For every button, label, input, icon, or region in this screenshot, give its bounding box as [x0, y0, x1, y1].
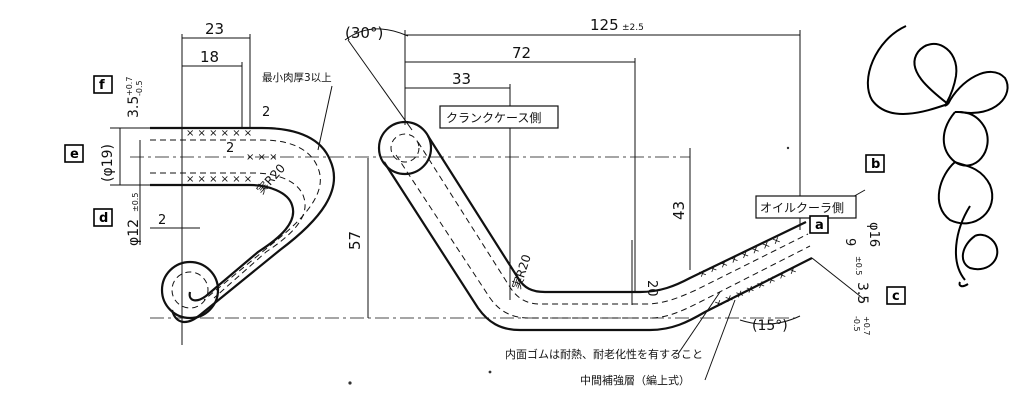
- dimension-text: 125 ±2.5 72 33 (30°) 23 18 最小肉厚3以上 2 2 2…: [100, 16, 881, 335]
- dim-2-top: 2: [262, 105, 270, 120]
- svg-text:× × × × × ×: × × × × × ×: [186, 174, 252, 185]
- right-hose: × × × × × × × × × × × × × × × ×: [377, 120, 813, 332]
- note-middle-layer: 中間補強層（編上式）: [580, 373, 690, 387]
- svg-text:× × × × × ×: × × × × × ×: [186, 128, 252, 139]
- dim-20: 20: [644, 280, 659, 297]
- svg-text:c: c: [892, 289, 900, 304]
- dim-left-3-5: 3.5: [126, 96, 142, 118]
- note-min-thickness: 最小肉厚3以上: [262, 71, 332, 84]
- dim-left-3-5-tol-lower: -0.5: [135, 80, 144, 96]
- dim-2-mid: 2: [226, 141, 234, 156]
- svg-text:b: b: [871, 157, 880, 172]
- dim-right-3-5: 3.5: [854, 282, 870, 304]
- dim-angle-30: (30°): [345, 24, 383, 42]
- tag-c: c: [886, 286, 906, 305]
- svg-text:a: a: [815, 218, 824, 233]
- tag-b: b: [865, 154, 885, 173]
- left-hose-end: [160, 260, 220, 320]
- dim-dia-12: φ12: [126, 219, 142, 246]
- svg-text:e: e: [70, 147, 79, 162]
- dim-dia-16: φ16: [866, 222, 881, 247]
- handwritten-scribble: [866, 25, 1009, 288]
- tag-f: f: [93, 75, 113, 94]
- tag-a: a: [809, 215, 829, 234]
- dim-dia-9: 9: [842, 238, 857, 246]
- dim-total-length-tol: ±2.5: [622, 23, 644, 33]
- svg-text:× × ×: × × ×: [246, 152, 278, 163]
- crankcase-label: クランクケース側: [439, 105, 559, 129]
- svg-text:× × × × × × × ×: × × × × × × × ×: [697, 234, 783, 280]
- dim-left-3-5-tol-upper: +0.7: [125, 77, 134, 96]
- dim-57: 57: [346, 231, 364, 250]
- left-hose: × × × × × × × × × × × × × × ×: [130, 126, 800, 323]
- dim-right-3-5-tol-upper: +0.7: [862, 316, 871, 335]
- dim-23: 23: [205, 20, 224, 38]
- dim-33: 33: [452, 70, 471, 88]
- svg-text:× × × × × × × ×: × × × × × × × ×: [713, 264, 799, 310]
- oil-cooler-side-label: オイルクーラ側: [760, 201, 844, 215]
- oil-cooler-label: オイルクーラ側: [755, 195, 857, 219]
- dim-dia-9-tol: ±0.5: [854, 256, 863, 275]
- dim-total-length: 125: [590, 16, 619, 34]
- tag-e: e: [64, 144, 84, 163]
- dim-72: 72: [512, 44, 531, 62]
- svg-text:f: f: [99, 78, 105, 93]
- dim-right-3-5-tol-lower: -0.5: [852, 316, 861, 332]
- braid-marks-left: × × × × × × × × × × × × × × ×: [186, 128, 278, 185]
- dim-dia-12-tol: ±0.5: [131, 193, 140, 212]
- dim-2-bottom: 2: [158, 213, 166, 228]
- dimension-lines: [110, 28, 866, 381]
- dim-dia-19: (φ19): [100, 144, 116, 182]
- dim-18: 18: [200, 48, 219, 66]
- dim-43: 43: [670, 201, 688, 220]
- dim-angle-15: (15°): [752, 318, 788, 334]
- svg-text:d: d: [99, 211, 108, 226]
- crankcase-side-label: クランクケース側: [446, 111, 541, 125]
- note-inner-rubber: 内面ゴムは耐熱、耐老化性を有すること: [505, 347, 703, 361]
- dim-radius-left: 実R20: [253, 161, 288, 197]
- tag-d: d: [93, 208, 113, 227]
- dim-radius-mid: 実R20: [509, 252, 534, 291]
